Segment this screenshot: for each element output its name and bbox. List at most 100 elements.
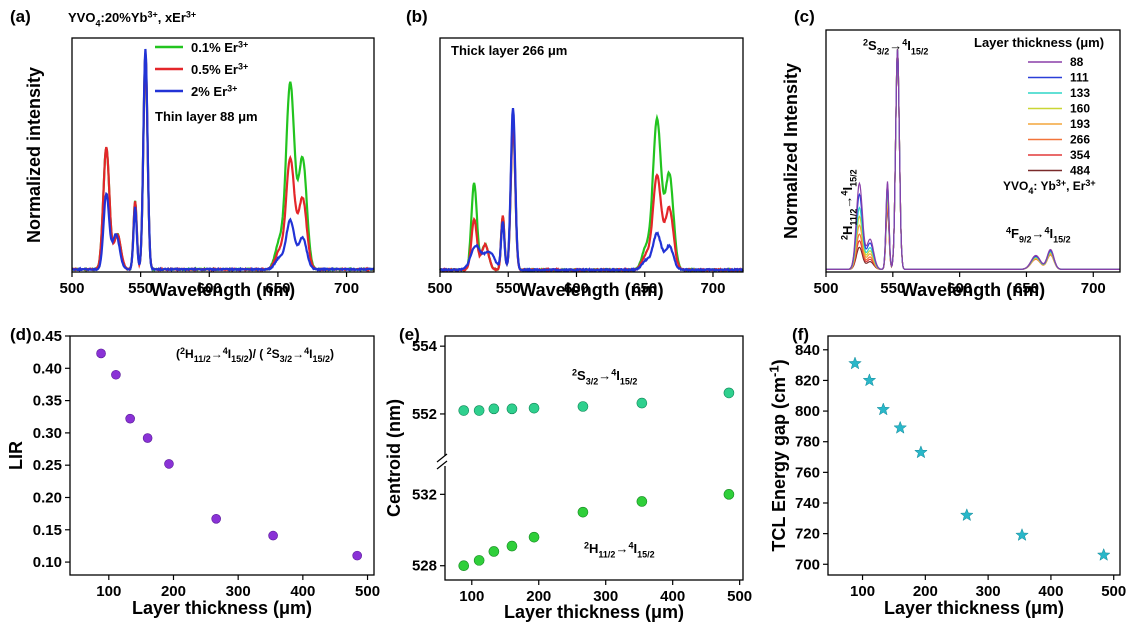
plot-frame-b — [439, 37, 744, 273]
data-point-d-6 — [268, 530, 278, 541]
data-point-d-1 — [111, 369, 121, 380]
data-point-f-7 — [1096, 547, 1111, 561]
annotation-d: (2H11/2→4I15/2)/ ( 2S3/2→4I15/2) — [176, 346, 334, 364]
panel-label-f: (f) — [792, 325, 809, 344]
y-tick-label-f: 780 — [795, 434, 820, 451]
annotation-c-h112: 2H11/2→4I15/2 — [839, 169, 858, 240]
x-tick-label-e: 400 — [660, 588, 685, 605]
data-point-e-upper-1 — [473, 405, 485, 416]
data-point-e-upper-4 — [528, 402, 540, 414]
y-tick-label-e-upper: 552 — [412, 406, 437, 423]
data-point-e-upper-7 — [723, 387, 735, 399]
data-point-d-5 — [211, 514, 221, 524]
panel-e: 100 200 300 400 500 552 554 528 532 (e) 2S3/2→4I15… — [384, 325, 752, 622]
y-tick-label-f: 800 — [795, 403, 820, 420]
data-point-d-4 — [164, 459, 174, 469]
y-axis-label-d: LIR — [6, 441, 26, 470]
annotation-c-host: YVO4: Yb3+, Er3+ — [1003, 178, 1096, 196]
y-axis-label-c: Normalized Intensity — [781, 63, 801, 239]
plot-frame-c — [825, 29, 1121, 273]
panel-d: 100 200 300 400 500 0.10 0.15 0.20 0.25 0.30 0.35 0… — [6, 325, 380, 618]
x-axis-label-f: Layer thickness (μm) — [884, 598, 1064, 618]
y-tick-label-d: 0.40 — [33, 360, 62, 377]
annotation-b: Thick layer 266 μm — [451, 43, 567, 58]
panel-label-e: (e) — [399, 325, 420, 344]
x-tick-label-a: 600 — [197, 280, 222, 297]
y-tick-label-f: 840 — [795, 342, 820, 359]
legend-label-a-0: 0.1% Er3+ — [191, 39, 248, 55]
plot-frame-f — [827, 335, 1121, 576]
x-tick-label-c: 700 — [1081, 280, 1106, 297]
x-tick-label-a: 500 — [59, 280, 84, 297]
panel-b: 500 550 600 650 700 (b) Thick layer 266 μm Wave… — [406, 7, 744, 300]
annotation-e-lower: 2H11/2→4I15/2 — [584, 540, 655, 559]
legend-title-c: Layer thickness (μm) — [974, 35, 1104, 50]
y-tick-label-d: 0.10 — [33, 554, 62, 571]
legend-label-c-5: 266 — [1070, 133, 1090, 147]
data-point-f-0 — [848, 356, 862, 370]
x-tick-label-e: 100 — [459, 588, 484, 605]
data-point-e-lower-0 — [458, 560, 470, 572]
x-tick-label-e: 300 — [593, 588, 618, 605]
y-tick-label-e-lower: 532 — [412, 486, 437, 503]
x-tick-label-e: 200 — [526, 588, 551, 605]
panel-label-d: (d) — [10, 325, 32, 344]
x-tick-label-d: 200 — [161, 583, 186, 600]
y-tick-label-d: 0.35 — [33, 393, 62, 410]
y-axis-label-f: TCL Energy gap (cm-1) — [767, 359, 789, 551]
x-tick-label-f: 100 — [850, 583, 875, 600]
y-tick-label-d: 0.45 — [33, 328, 62, 345]
x-tick-label-e: 500 — [727, 588, 752, 605]
panel-label-a: (a) — [10, 7, 31, 26]
x-axis-label-c: Wavelength (nm) — [901, 280, 1045, 300]
data-point-d-3 — [142, 433, 153, 443]
data-point-e-upper-0 — [458, 405, 470, 416]
legend-label-a-1: 0.5% Er3+ — [191, 61, 248, 77]
x-tick-label-a: 650 — [265, 280, 290, 297]
axis-break-gap-e — [439, 456, 451, 466]
y-tick-label-f: 740 — [795, 495, 820, 512]
x-tick-label-c: 600 — [947, 280, 972, 297]
legend-label-c-6: 354 — [1070, 148, 1090, 162]
data-point-e-lower-4 — [528, 531, 540, 543]
x-tick-label-b: 650 — [632, 280, 657, 297]
data-point-f-4 — [914, 445, 928, 459]
y-tick-label-f: 820 — [795, 372, 820, 389]
legend-label-c-1: 111 — [1070, 71, 1089, 85]
x-tick-label-c: 550 — [880, 280, 905, 297]
panel-label-c: (c) — [794, 7, 815, 26]
x-tick-label-b: 500 — [427, 280, 452, 297]
y-axis-label-e: Centroid (nm) — [384, 399, 404, 517]
legend-label-c-4: 193 — [1070, 117, 1090, 131]
x-tick-label-f: 200 — [913, 583, 938, 600]
y-tick-label-d: 0.30 — [33, 425, 62, 442]
annotation-a: Thin layer 88 μm — [155, 109, 258, 124]
series-line-c-0 — [826, 49, 1120, 270]
x-tick-label-d: 300 — [226, 583, 251, 600]
data-point-f-2 — [876, 402, 891, 416]
x-axis-label-e: Layer thickness (μm) — [504, 602, 684, 622]
data-point-f-3 — [893, 420, 908, 434]
panel-f: 100 200 300 400 500 700 720 740 760 780 800 820 840(… — [767, 325, 1126, 618]
y-tick-label-d: 0.15 — [33, 522, 62, 539]
x-tick-label-d: 100 — [96, 583, 121, 600]
y-axis-label-a: Normalized intensity — [24, 67, 44, 243]
data-point-d-2 — [125, 413, 135, 424]
data-point-e-upper-3 — [506, 403, 518, 415]
data-point-d-0 — [96, 348, 106, 359]
panel-a: 500 550 600 650 700 (a) YVO4:20%Yb3+, xEr3+ Thi… — [10, 7, 375, 300]
x-axis-label-d: Layer thickness (μm) — [132, 598, 312, 618]
y-tick-label-f: 760 — [795, 464, 820, 481]
x-tick-label-f: 300 — [976, 583, 1001, 600]
panel-c: 500 550 600 650 700 (c) Normalized Intensity Wa… — [781, 7, 1121, 300]
data-point-f-6 — [1015, 527, 1029, 541]
annotation-e-upper: 2S3/2→4I15/2 — [572, 367, 637, 386]
axis-break-mark-e — [436, 460, 448, 470]
x-tick-label-a: 550 — [128, 280, 153, 297]
series-line-b-2 — [439, 107, 744, 273]
x-tick-label-f: 500 — [1101, 583, 1126, 600]
y-tick-label-f: 700 — [795, 556, 820, 573]
data-point-e-lower-7 — [723, 489, 735, 500]
x-tick-label-b: 550 — [496, 280, 521, 297]
